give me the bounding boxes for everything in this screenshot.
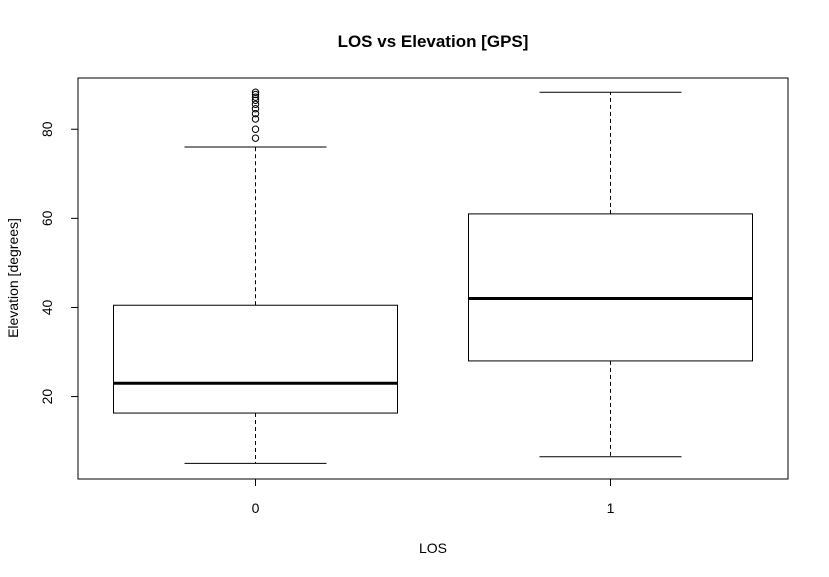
outlier-point (251, 88, 260, 96)
y-tick-label: 60 (39, 210, 55, 226)
outlier-point (251, 134, 260, 142)
outlier-point (251, 90, 260, 99)
iqr-box (468, 213, 753, 362)
outlier-point (251, 115, 260, 123)
plot-marks (113, 88, 753, 464)
y-tick-label: 20 (39, 389, 55, 405)
iqr-box (113, 304, 398, 414)
chart-title: LOS vs Elevation [GPS] (338, 32, 529, 51)
x-tick-label: 0 (252, 500, 260, 516)
y-axis-label: Elevation [degrees] (5, 218, 21, 338)
y-axis: 20 40 60 80 (39, 121, 79, 405)
outlier-point (251, 100, 260, 108)
x-tick-label: 1 (607, 500, 615, 516)
outlier-point (251, 105, 260, 113)
outlier-point (251, 93, 260, 101)
y-tick-label: 40 (39, 299, 55, 315)
outlier-point (251, 125, 260, 133)
outlier-point (251, 96, 260, 104)
box-0 (113, 88, 398, 464)
outlier-point (251, 109, 260, 118)
box-1 (468, 91, 753, 458)
y-tick-label: 80 (39, 121, 55, 137)
x-axis-label: LOS (419, 540, 447, 556)
